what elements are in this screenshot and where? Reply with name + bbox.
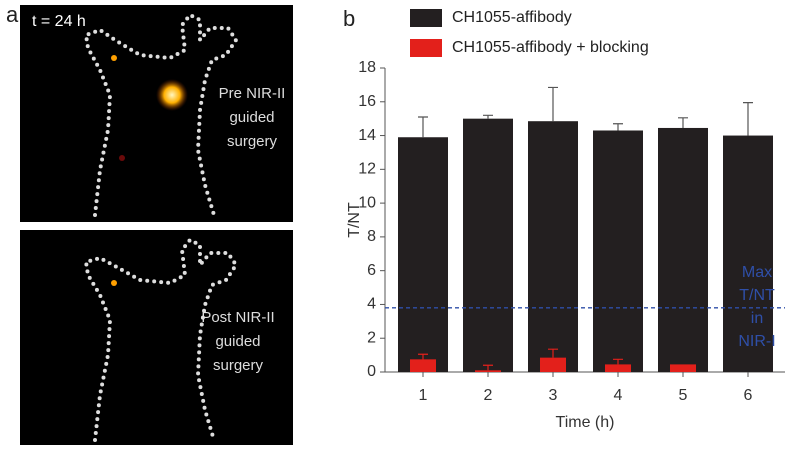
bar bbox=[410, 359, 436, 372]
panel-label: a bbox=[6, 2, 19, 27]
y-tick-label: 2 bbox=[367, 329, 376, 346]
error-bar bbox=[613, 123, 623, 131]
error-bar bbox=[418, 116, 428, 138]
mouse-outline bbox=[83, 237, 239, 442]
bar bbox=[723, 135, 773, 372]
y-tick-label: 0 bbox=[367, 363, 376, 380]
error-bar bbox=[483, 364, 493, 371]
bar bbox=[528, 121, 578, 372]
y-tick-label: 8 bbox=[367, 228, 376, 245]
x-tick-label: 3 bbox=[549, 387, 558, 404]
x-axis-title: Time (h) bbox=[556, 414, 615, 431]
y-tick-label: 4 bbox=[367, 296, 376, 313]
bar bbox=[463, 118, 513, 373]
error-bar bbox=[418, 353, 428, 360]
bar bbox=[670, 364, 696, 372]
reference-label: T/NT bbox=[739, 287, 775, 304]
bar bbox=[540, 357, 566, 372]
bar bbox=[475, 370, 501, 372]
tumor-signal bbox=[156, 79, 188, 111]
reference-label: Max bbox=[742, 264, 772, 281]
bar bbox=[605, 364, 631, 372]
image-background bbox=[20, 5, 293, 222]
error-bar bbox=[743, 102, 753, 136]
mouse-outline bbox=[83, 12, 239, 217]
signal-spot bbox=[111, 55, 117, 61]
error-bar bbox=[483, 114, 493, 119]
x-tick-label: 4 bbox=[614, 387, 623, 404]
error-bar bbox=[613, 358, 623, 365]
image-post bbox=[20, 230, 293, 445]
y-tick-label: 14 bbox=[358, 127, 376, 144]
image-caption: guided bbox=[229, 109, 274, 126]
y-tick-label: 12 bbox=[358, 161, 376, 178]
error-bar bbox=[678, 117, 688, 128]
bar bbox=[593, 130, 643, 372]
image-caption: Post NIR-II bbox=[201, 309, 274, 326]
legend-label: CH1055-affibody + blocking bbox=[452, 39, 649, 56]
error-bar bbox=[548, 348, 558, 358]
error-bar bbox=[548, 86, 558, 122]
legend-swatch bbox=[410, 39, 442, 57]
y-tick-label: 16 bbox=[358, 93, 376, 110]
panel-label: b bbox=[343, 6, 355, 31]
y-tick-label: 10 bbox=[358, 194, 376, 211]
x-tick-label: 6 bbox=[744, 387, 753, 404]
x-tick-label: 5 bbox=[679, 387, 688, 404]
image-caption: guided bbox=[215, 333, 260, 350]
y-axis-title: T/NT bbox=[346, 202, 363, 238]
image-caption: Pre NIR-II bbox=[219, 85, 286, 102]
image-pre: t = 24 h bbox=[20, 5, 293, 222]
reference-label: NIR-I bbox=[738, 333, 775, 350]
legend-swatch bbox=[410, 9, 442, 27]
bar bbox=[658, 127, 708, 372]
signal-spot bbox=[119, 155, 125, 161]
image-caption: surgery bbox=[213, 357, 264, 374]
x-tick-label: 2 bbox=[484, 387, 493, 404]
x-tick-label: 1 bbox=[419, 387, 428, 404]
time-label: t = 24 h bbox=[32, 13, 86, 30]
y-tick-label: 18 bbox=[358, 59, 376, 76]
reference-label: in bbox=[751, 310, 763, 327]
signal-spot bbox=[111, 280, 117, 286]
bar bbox=[398, 137, 448, 372]
image-caption: surgery bbox=[227, 133, 278, 150]
y-tick-label: 6 bbox=[367, 262, 376, 279]
image-background bbox=[20, 230, 293, 445]
legend-label: CH1055-affibody bbox=[452, 9, 572, 26]
